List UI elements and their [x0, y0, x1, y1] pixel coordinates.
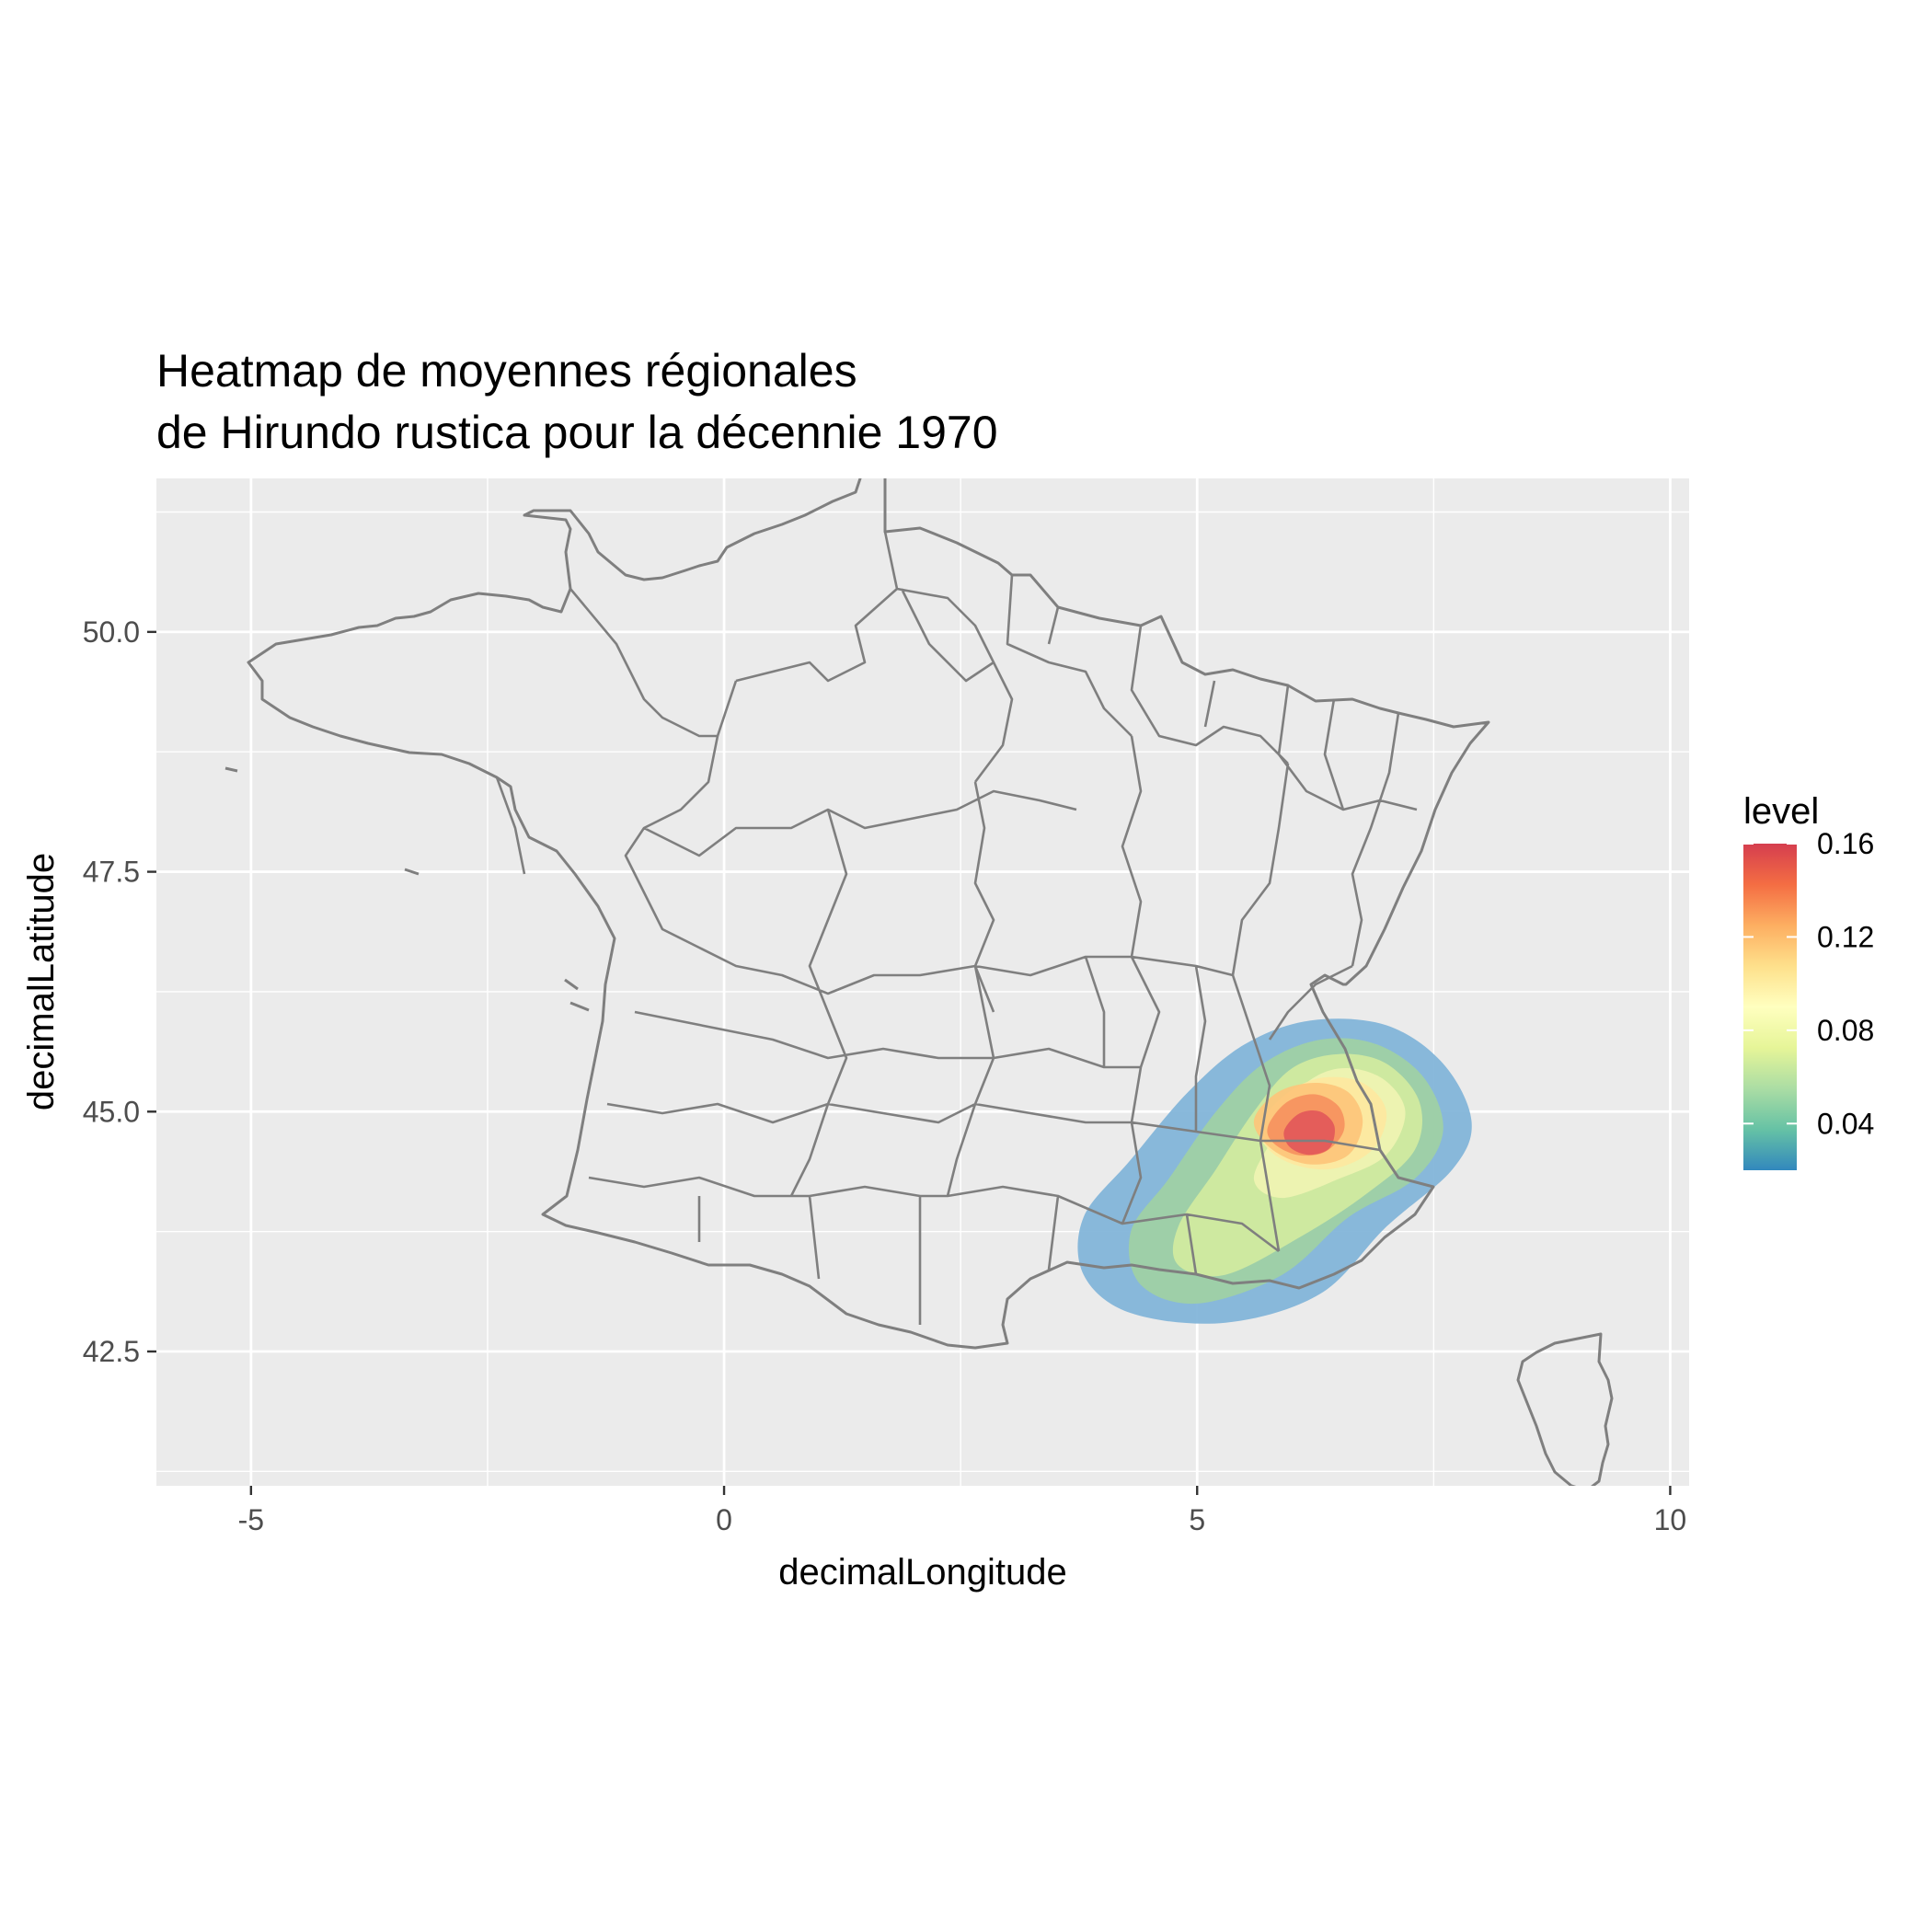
y-tick-label: 45.0 [83, 1095, 140, 1128]
chart-title-line-2: de Hirundo rustica pour la décennie 1970 [156, 407, 998, 458]
y-tick-label: 47.5 [83, 856, 140, 889]
legend-tick-label: 0.12 [1817, 920, 1874, 953]
legend-title: level [1743, 791, 1819, 832]
x-tick-label: -5 [238, 1503, 264, 1536]
france-department-map [224, 478, 1614, 1486]
y-axis: 42.5 45.0 47.5 50.0 [83, 615, 156, 1368]
x-tick-label: 10 [1654, 1503, 1687, 1536]
legend-tick-label: 0.04 [1817, 1107, 1874, 1140]
density-contours [1077, 1018, 1472, 1324]
x-tick-label: 0 [716, 1503, 732, 1536]
x-axis-title: decimalLongitude [778, 1552, 1067, 1593]
legend-tick-label: 0.16 [1817, 827, 1874, 860]
chart-title-line-1: Heatmap de moyennes régionales [156, 345, 857, 397]
y-tick-label: 42.5 [83, 1335, 140, 1368]
x-tick-label: 5 [1189, 1503, 1205, 1536]
brittany-islands [224, 766, 420, 876]
x-axis: -5 0 5 10 [238, 1486, 1687, 1536]
department-borders [495, 531, 1418, 1325]
legend-tick-label: 0.08 [1817, 1014, 1874, 1047]
mainland-france-outline [247, 478, 1490, 1350]
legend-ticks: 0.04 0.08 0.12 0.16 [1743, 827, 1874, 1140]
ile-de-re-oleron [564, 978, 590, 1012]
y-tick-label: 50.0 [83, 615, 140, 649]
y-axis-title: decimalLatitude [21, 853, 62, 1110]
density-contour-0_16 [1283, 1110, 1335, 1156]
legend: level 0.04 0.08 0.12 0.16 [1743, 791, 1874, 1170]
legend-colorbar [1743, 844, 1797, 1170]
corsica-outline [1516, 1332, 1614, 1486]
grid-minor-lines [156, 478, 1689, 1486]
